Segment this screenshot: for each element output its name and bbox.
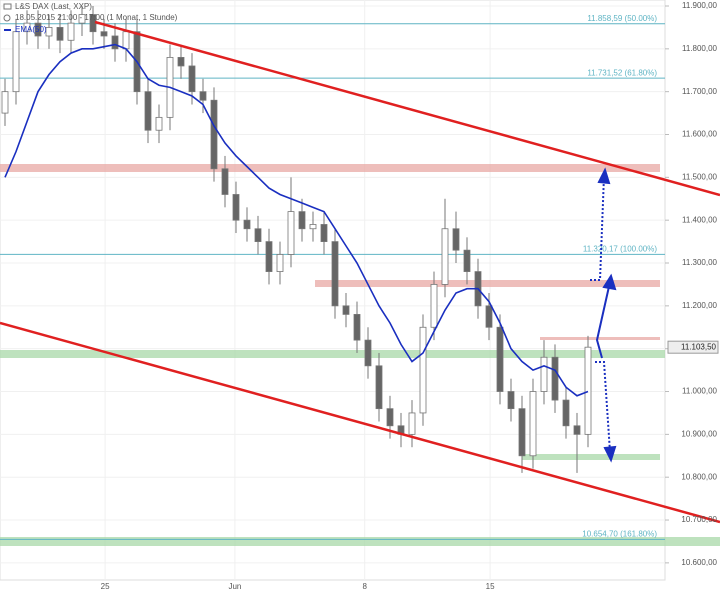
- y-tick-label: 10.600,00: [681, 558, 717, 567]
- resistance-zone: [0, 164, 660, 172]
- legend-label: EMA(50): [15, 25, 47, 34]
- candle-body: [540, 356, 548, 392]
- candle-body: [276, 254, 284, 272]
- y-tick-label: 11.900,00: [682, 1, 718, 10]
- candle-body: [232, 194, 240, 221]
- candle-body: [342, 305, 350, 315]
- trend-line: [94, 20, 720, 197]
- y-tick-label: 11.200,00: [682, 301, 718, 310]
- candle-body: [100, 31, 108, 37]
- candle-body: [287, 211, 295, 255]
- x-tick-label: 8: [362, 582, 367, 591]
- candle-body: [529, 391, 537, 457]
- candle-body: [364, 339, 372, 367]
- candle-body: [441, 228, 449, 285]
- y-tick-label: 11.300,00: [682, 258, 718, 267]
- candle-body: [265, 241, 273, 272]
- candle-body: [309, 224, 317, 230]
- y-tick-label: 11.700,00: [682, 87, 718, 96]
- candle-body: [353, 314, 361, 341]
- candle-body: [298, 211, 306, 230]
- candle-body: [551, 356, 559, 401]
- y-tick-label: 10.800,00: [681, 472, 717, 481]
- legend-title: L&S DAX (Last, XXP): [15, 2, 92, 11]
- y-tick-label: 11.600,00: [682, 130, 718, 139]
- candle-body: [419, 326, 427, 414]
- resistance-zone: [315, 280, 660, 287]
- levels: 11.858,59 (50.00%) 11.731,52 (61.80%) 11.3…: [0, 14, 665, 540]
- candle-body: [573, 425, 581, 435]
- candle-body: [56, 27, 64, 41]
- candle-body: [375, 365, 383, 410]
- legend-subtitle: 18.05.2015 21:00 - 17:00 (1 Monat, 1 Stu…: [15, 13, 178, 22]
- last-price-box: [667, 340, 719, 354]
- candle-body: [122, 31, 130, 50]
- y-tick-label: 10.700,00: [681, 515, 717, 524]
- candle-body: [210, 99, 218, 170]
- candle-body: [188, 65, 196, 93]
- candle-body: [111, 35, 119, 50]
- candle-body: [78, 14, 86, 24]
- candle-body: [452, 228, 460, 251]
- candle-body: [45, 27, 53, 37]
- legend-icon: [3, 3, 12, 10]
- candle-body: [1, 91, 9, 114]
- last-price-label: 11.103,50: [681, 342, 717, 351]
- candle-body: [243, 219, 251, 230]
- y-tick-label: 11.000,00: [682, 387, 718, 396]
- fib-level-label: 10.654,70 (161.80%): [582, 530, 657, 539]
- fib-level-label: 11.858,59 (50.00%): [587, 14, 657, 23]
- candle-body: [331, 241, 339, 307]
- candle-body: [177, 57, 185, 67]
- y-tick-label: 11.800,00: [682, 44, 718, 53]
- candle-body: [562, 399, 570, 427]
- candle-body: [23, 22, 31, 33]
- x-tick-label: Jun: [228, 582, 241, 591]
- ema-line: [4, 43, 589, 397]
- candle-body: [320, 224, 328, 242]
- lines: [4, 43, 589, 397]
- candle-body: [221, 168, 229, 195]
- resistance-zone: [540, 337, 660, 340]
- candle-body: [386, 408, 394, 427]
- candle-body: [430, 284, 438, 328]
- candle-body: [584, 346, 592, 435]
- candle-body: [12, 31, 20, 93]
- candle-body: [507, 391, 515, 410]
- fib-level-label: 11.731,52 (61.80%): [587, 68, 657, 77]
- scenario-arrows: [590, 167, 617, 463]
- y-tick-label: 10.900,00: [681, 429, 717, 438]
- y-tick-label: 11.400,00: [682, 215, 718, 224]
- clock-icon: [3, 14, 11, 22]
- candle-body: [67, 22, 75, 41]
- candle-body: [155, 116, 163, 131]
- y-tick-label: 11.500,00: [682, 172, 718, 181]
- candle-body: [496, 326, 504, 392]
- candle-body: [485, 305, 493, 328]
- candle-body: [518, 408, 526, 457]
- x-tick-label: 25: [101, 582, 110, 591]
- candle-body: [463, 249, 471, 272]
- trend-line: [0, 321, 720, 524]
- support-zone: [0, 350, 665, 358]
- support-zone: [0, 537, 720, 546]
- fib-level-label: 11.320,17 (100.00%): [583, 244, 657, 253]
- candle-body: [254, 228, 262, 242]
- candle-body: [408, 412, 416, 435]
- candle-body: [34, 22, 42, 37]
- x-tick-label: 15: [486, 582, 495, 591]
- support-zone: [522, 454, 660, 460]
- candle-body: [144, 91, 152, 131]
- candle-body: [199, 91, 207, 101]
